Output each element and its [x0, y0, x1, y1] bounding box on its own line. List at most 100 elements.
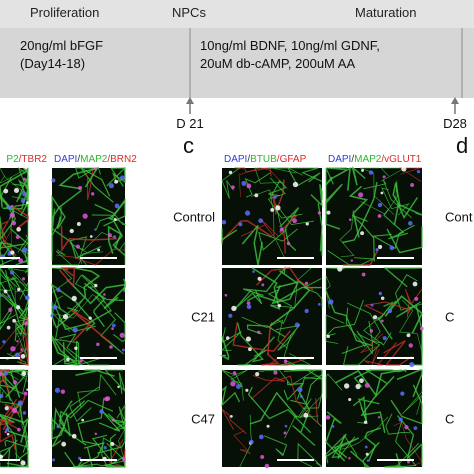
neurite: [91, 214, 127, 225]
header-segment: /TBR2: [19, 154, 48, 165]
nucleus: [60, 389, 66, 394]
neurite: [0, 289, 12, 331]
nucleus: [380, 191, 384, 195]
panel-label: d: [456, 133, 468, 158]
nucleus: [221, 219, 227, 225]
panel-label: c: [183, 133, 194, 158]
neurite: [6, 267, 29, 293]
header-segment: /: [247, 154, 250, 165]
nucleus: [408, 343, 413, 348]
nucleus: [241, 180, 247, 186]
neurite: [234, 289, 263, 310]
nucleus: [103, 446, 107, 450]
nucleus: [387, 308, 393, 314]
nucleus: [50, 314, 54, 318]
nucleus: [99, 409, 104, 414]
nucleus: [404, 425, 409, 430]
nucleus: [20, 354, 26, 359]
nucleus: [294, 322, 300, 328]
neurite: [270, 267, 312, 309]
neurite: [383, 340, 413, 366]
nucleus: [3, 289, 8, 294]
neurite: [371, 224, 415, 250]
nucleus: [0, 371, 3, 377]
neurite: [385, 413, 411, 435]
nucleus: [245, 388, 249, 392]
nucleus: [121, 348, 125, 352]
nucleus: [56, 425, 60, 429]
nucleus: [275, 205, 281, 211]
neurite: [72, 442, 127, 468]
nucleus: [360, 231, 365, 236]
neurite: [16, 332, 29, 357]
nucleus: [66, 357, 70, 362]
nucleus: [363, 420, 368, 424]
neurite: [243, 265, 286, 297]
neurite: [347, 302, 383, 344]
nucleus: [90, 192, 95, 196]
nucleus: [7, 294, 11, 298]
neurite: [51, 406, 66, 448]
nucleus: [16, 340, 19, 343]
neurite: [339, 416, 389, 450]
neurite: [348, 185, 369, 238]
nucleus: [365, 452, 369, 456]
nucleus: [4, 371, 8, 376]
neurite: [325, 167, 334, 215]
nucleus: [0, 454, 4, 459]
nucleus: [51, 178, 56, 183]
neurite: [399, 299, 423, 353]
nucleus: [358, 192, 364, 198]
nucleus: [13, 380, 18, 385]
nucleus: [69, 228, 74, 234]
nucleus: [398, 417, 403, 422]
nucleus: [24, 321, 29, 326]
neurite: [258, 369, 316, 386]
nucleus: [21, 371, 27, 377]
nucleus: [246, 183, 252, 189]
nucleus: [2, 340, 6, 344]
neurite: [267, 289, 293, 325]
neurite: [75, 369, 115, 377]
nucleus: [359, 378, 364, 384]
neurite: [221, 408, 247, 435]
nucleus: [0, 394, 4, 398]
nucleus: [343, 383, 350, 389]
nucleus: [0, 294, 3, 298]
neurite: [52, 303, 112, 331]
neurite: [230, 369, 248, 401]
neurite: [51, 206, 62, 261]
neurite: [113, 312, 126, 343]
neurite: [244, 172, 271, 198]
neurite: [278, 353, 311, 366]
nucleus: [261, 283, 265, 287]
nucleus: [4, 430, 8, 434]
neurite: [0, 439, 18, 468]
nucleus: [401, 166, 407, 172]
neurite: [97, 419, 126, 454]
neurite: [360, 180, 398, 215]
nucleus: [10, 346, 16, 352]
protocol-text: 20ng/ml bFGF: [20, 38, 103, 53]
nucleus: [380, 319, 384, 323]
neurite: [325, 373, 343, 399]
neurite: [0, 167, 29, 197]
neurite: [220, 385, 241, 408]
nucleus: [400, 391, 405, 396]
neurite: [5, 270, 29, 323]
neurite: [283, 369, 322, 372]
neurite: [51, 400, 86, 440]
nucleus: [408, 221, 413, 226]
nucleus: [266, 424, 270, 428]
neurite: [325, 166, 351, 191]
nucleus: [114, 203, 120, 209]
neurite: [0, 414, 27, 438]
nucleus: [248, 347, 252, 352]
nucleus: [26, 388, 29, 391]
neurite: [247, 386, 312, 434]
nucleus: [331, 425, 335, 428]
header-segment: MAP2: [80, 154, 108, 165]
neurite: [369, 369, 407, 373]
nucleus: [303, 412, 309, 418]
neurite: [0, 272, 17, 288]
